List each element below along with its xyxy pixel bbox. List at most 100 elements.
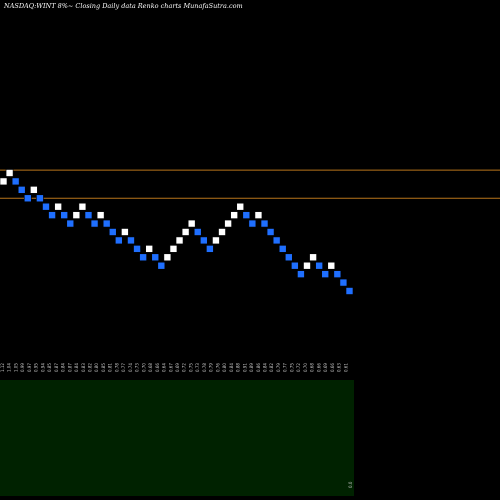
volume-axis-label: 0.0 xyxy=(348,481,353,488)
x-tick-label: 0.66 xyxy=(155,363,160,372)
renko-brick-down xyxy=(193,228,202,236)
x-tick-label: 0.86 xyxy=(256,363,261,372)
x-tick-label: 0.95 xyxy=(34,363,39,372)
renko-brick-up xyxy=(121,228,129,236)
renko-brick-down xyxy=(315,261,323,270)
x-tick-label: 0.84 xyxy=(74,363,79,372)
x-tick-label: 0.69 xyxy=(323,363,328,372)
renko-brick-down xyxy=(36,194,44,203)
x-tick-label: 0.75 xyxy=(188,363,193,372)
x-tick-label: 0.61 xyxy=(343,363,348,372)
x-tick-label: 0.72 xyxy=(182,363,187,372)
renko-brick-down xyxy=(102,219,111,228)
x-tick-label: 0.78 xyxy=(114,363,119,372)
renko-brick-up xyxy=(303,261,311,270)
x-tick-label: 0.76 xyxy=(215,363,220,372)
renko-brick-up xyxy=(327,261,336,270)
reference-lines xyxy=(0,169,500,199)
x-tick-label: 0.79 xyxy=(209,363,214,372)
renko-brick-up xyxy=(224,219,232,228)
x-tick-label: 0.83 xyxy=(81,363,86,372)
x-tick-label: 0.72 xyxy=(296,363,301,372)
renko-brick-down xyxy=(66,219,75,228)
x-tick-label: 0.64 xyxy=(162,363,167,372)
x-tick-label: 0.66 xyxy=(316,363,321,372)
renko-brick-down xyxy=(127,236,135,245)
renko-brick-down xyxy=(333,270,342,278)
renko-brick-down xyxy=(345,287,354,295)
x-tick-label: 0.81 xyxy=(108,363,113,372)
x-tick-label: 0.75 xyxy=(289,363,294,372)
renko-brick-up xyxy=(236,202,245,211)
renko-brick-up xyxy=(309,253,317,262)
renko-brick-up xyxy=(72,211,81,219)
renko-brick-down xyxy=(157,261,166,270)
renko-brick-up xyxy=(30,186,38,194)
x-tick-label: 0.85 xyxy=(101,363,106,372)
x-tick-label: 0.68 xyxy=(148,363,153,372)
renko-brick-down xyxy=(266,228,275,236)
renko-brick-down xyxy=(248,219,257,228)
renko-brick-up xyxy=(212,236,220,245)
x-tick-label: 0.70 xyxy=(141,363,146,372)
x-tick-label: 0.69 xyxy=(175,363,180,372)
x-tick-label: 0.97 xyxy=(27,363,32,372)
renko-brick-up xyxy=(181,228,190,236)
renko-brick-down xyxy=(200,236,208,245)
x-tick-label: 0.78 xyxy=(202,363,207,372)
renko-brick-down xyxy=(278,245,287,253)
x-tick-label: 0.74 xyxy=(128,363,133,372)
x-tick-label: 0.82 xyxy=(88,363,93,372)
x-tick-label: 0.79 xyxy=(276,363,281,372)
renko-brick-down xyxy=(272,236,281,245)
renko-brick-down xyxy=(321,270,330,278)
renko-brick-down xyxy=(151,253,160,262)
renko-brick-down xyxy=(260,219,269,228)
renko-brick-up xyxy=(175,236,184,245)
renko-brick-down xyxy=(23,194,32,203)
x-tick-label: 1.12 xyxy=(0,363,5,372)
renko-brick-down xyxy=(17,186,26,194)
volume-panel xyxy=(0,380,354,496)
x-tick-label: 1.04 xyxy=(7,363,12,372)
chart-title: NASDAQ:WINT 8%~ Closing Daily data Renko… xyxy=(3,2,243,10)
x-tick-label: 0.91 xyxy=(242,363,247,372)
x-tick-label: 0.85 xyxy=(47,363,52,372)
renko-brick-up xyxy=(187,219,196,228)
x-tick-label: 0.84 xyxy=(61,363,66,372)
x-tick-label: 0.77 xyxy=(121,363,126,372)
x-tick-label: 0.87 xyxy=(54,363,59,372)
renko-brick-up xyxy=(5,169,14,177)
renko-brick-down xyxy=(284,253,293,262)
x-tick-label: 0.94 xyxy=(40,363,45,372)
renko-brick-up xyxy=(169,245,178,253)
renko-brick-down xyxy=(297,270,305,278)
renko-brick-down xyxy=(115,236,123,245)
renko-brick-up xyxy=(230,211,238,219)
x-tick-label: 0.88 xyxy=(236,363,241,372)
x-tick-label: 0.80 xyxy=(94,363,99,372)
x-tick-label: 0.87 xyxy=(67,363,72,372)
x-tick-label: 0.73 xyxy=(195,363,200,372)
renko-brick-down xyxy=(139,253,147,262)
renko-brick-up xyxy=(145,245,153,253)
renko-brick-down xyxy=(108,228,117,236)
x-tick-label: 0.89 xyxy=(249,363,254,372)
x-tick-label: 0.84 xyxy=(263,363,268,372)
renko-brick-up xyxy=(163,253,172,262)
renko-brick-up xyxy=(96,211,105,219)
renko-bricks xyxy=(0,169,354,295)
x-tick-label: 0.67 xyxy=(168,363,173,372)
renko-brick-down xyxy=(42,202,50,211)
renko-brick-down xyxy=(11,177,20,186)
x-tick-label: 0.80 xyxy=(222,363,227,372)
x-tick-label: 0.73 xyxy=(135,363,140,372)
renko-brick-down xyxy=(242,211,251,219)
x-tick-label: 0.70 xyxy=(303,363,308,372)
renko-brick-down xyxy=(90,219,99,228)
x-tick-label: 0.68 xyxy=(310,363,315,372)
renko-brick-up xyxy=(0,177,8,186)
renko-brick-up xyxy=(78,202,87,211)
x-tick-label: 0.77 xyxy=(283,363,288,372)
